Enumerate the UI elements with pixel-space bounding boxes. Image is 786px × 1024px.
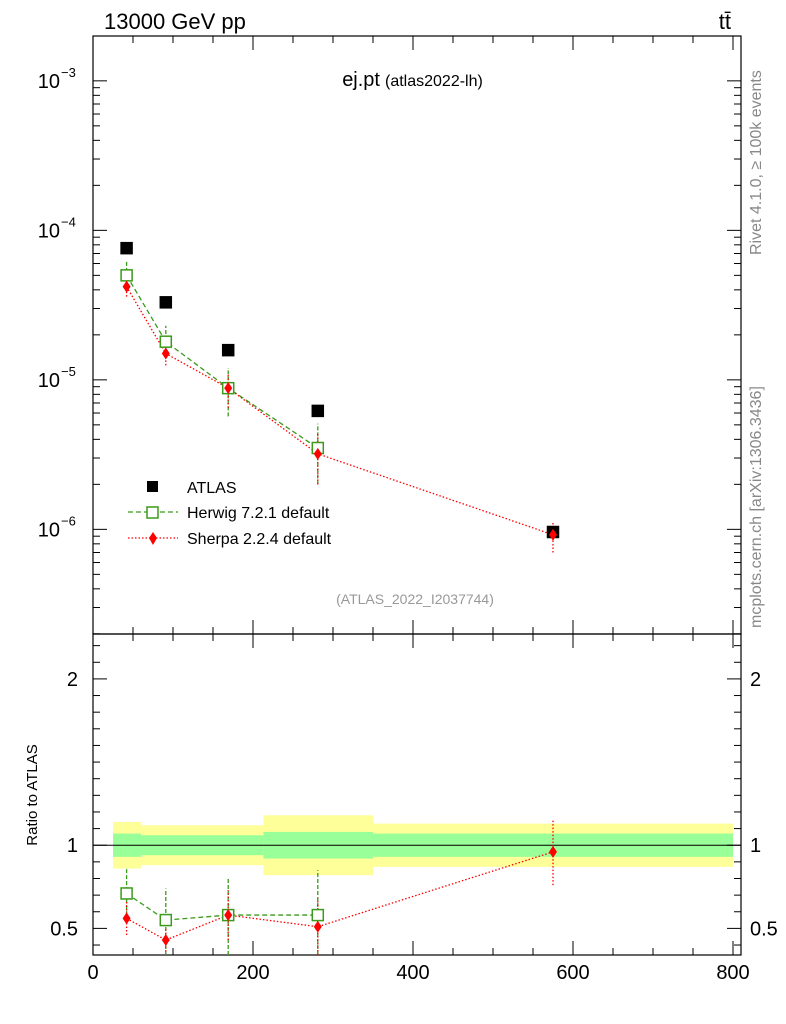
side-mcplots-text: mcplots.cern.ch [arXiv:1306.3436]: [748, 386, 765, 628]
x-tick-label: 0: [87, 962, 98, 984]
legend-atlas-label: ATLAS: [187, 480, 237, 497]
herwig-ratio-point: [120, 887, 133, 900]
legend-herwig-label: Herwig 7.2.1 default: [187, 505, 330, 522]
main-y-tick-label: 10: [38, 519, 60, 541]
legend: ATLAS Herwig 7.2.1 default Sherpa 2.2.4 …: [128, 480, 332, 548]
atlas-point: [221, 343, 235, 357]
x-tick-label: 200: [236, 962, 269, 984]
ratio-y-tick-label-right: 0.5: [750, 918, 778, 940]
herwig-point: [159, 335, 173, 348]
herwig-ratio-point: [159, 913, 173, 927]
sherpa-point: [313, 447, 322, 460]
sherpa-ratio-point: [224, 909, 233, 922]
herwig-line: [126, 275, 319, 449]
energy-label: 13000 GeV pp: [104, 9, 246, 34]
ratio-y-tick-label: 1: [67, 835, 78, 857]
sherpa-ratio-line: [126, 851, 554, 941]
sherpa-ratio-point: [549, 845, 557, 858]
herwig-ratio-point: [311, 908, 325, 922]
legend-sherpa-marker: [149, 532, 157, 545]
sherpa-point: [224, 382, 233, 395]
x-tick-label: 400: [396, 962, 429, 984]
process-label: tt̄: [719, 9, 731, 34]
plot-title: ej.pt: [342, 69, 380, 91]
main-y-tick-exponent: −5: [61, 364, 76, 379]
legend-atlas-marker: [147, 481, 158, 492]
legend-sherpa-label: Sherpa 2.2.4 default: [187, 531, 332, 548]
sherpa-line: [126, 286, 554, 536]
sherpa-ratio-point: [161, 934, 170, 947]
ratio-y-tick-label-right: 1: [750, 835, 761, 857]
herwig-point: [120, 269, 133, 282]
sherpa-point: [161, 347, 170, 360]
sherpa-point: [549, 528, 557, 541]
analysis-id: (ATLAS_2022_I2037744): [336, 591, 494, 607]
herwig-ratio-line: [126, 892, 318, 921]
legend-herwig-marker: [146, 506, 159, 519]
ratio-y-label: Ratio to ATLAS: [24, 744, 41, 845]
sherpa-ratio-point: [313, 920, 322, 933]
ratio-panel: 2 2 1 1 0.5 0.5 0 200 400 600 800: [50, 620, 778, 984]
sherpa-ratio-point: [122, 912, 131, 925]
ratio-y-tick-label: 2: [67, 669, 78, 691]
ratio-y-tick-label-right: 2: [750, 669, 761, 691]
main-y-tick-label: 10: [38, 220, 60, 242]
ratio-y-tick-label: 0.5: [50, 918, 78, 940]
x-tick-label: 800: [716, 962, 749, 984]
main-y-tick-exponent: −3: [61, 65, 76, 80]
main-panel: 10−310−410−510−6: [38, 35, 742, 635]
side-rivet-text: Rivet 4.1.0, ≥ 100k events: [748, 70, 765, 255]
ratio-frame: [92, 633, 742, 956]
atlas-point: [311, 404, 325, 418]
atlas-point: [120, 241, 133, 255]
main-y-tick-label: 10: [38, 370, 60, 392]
main-y-tick-exponent: −4: [61, 214, 76, 229]
plot-tag: (atlas2022-lh): [385, 73, 483, 90]
sherpa-point: [122, 280, 131, 293]
main-y-tick-label: 10: [38, 71, 60, 93]
x-tick-label: 600: [556, 962, 589, 984]
atlas-point: [159, 296, 173, 309]
main-y-tick-exponent: −6: [61, 513, 76, 528]
